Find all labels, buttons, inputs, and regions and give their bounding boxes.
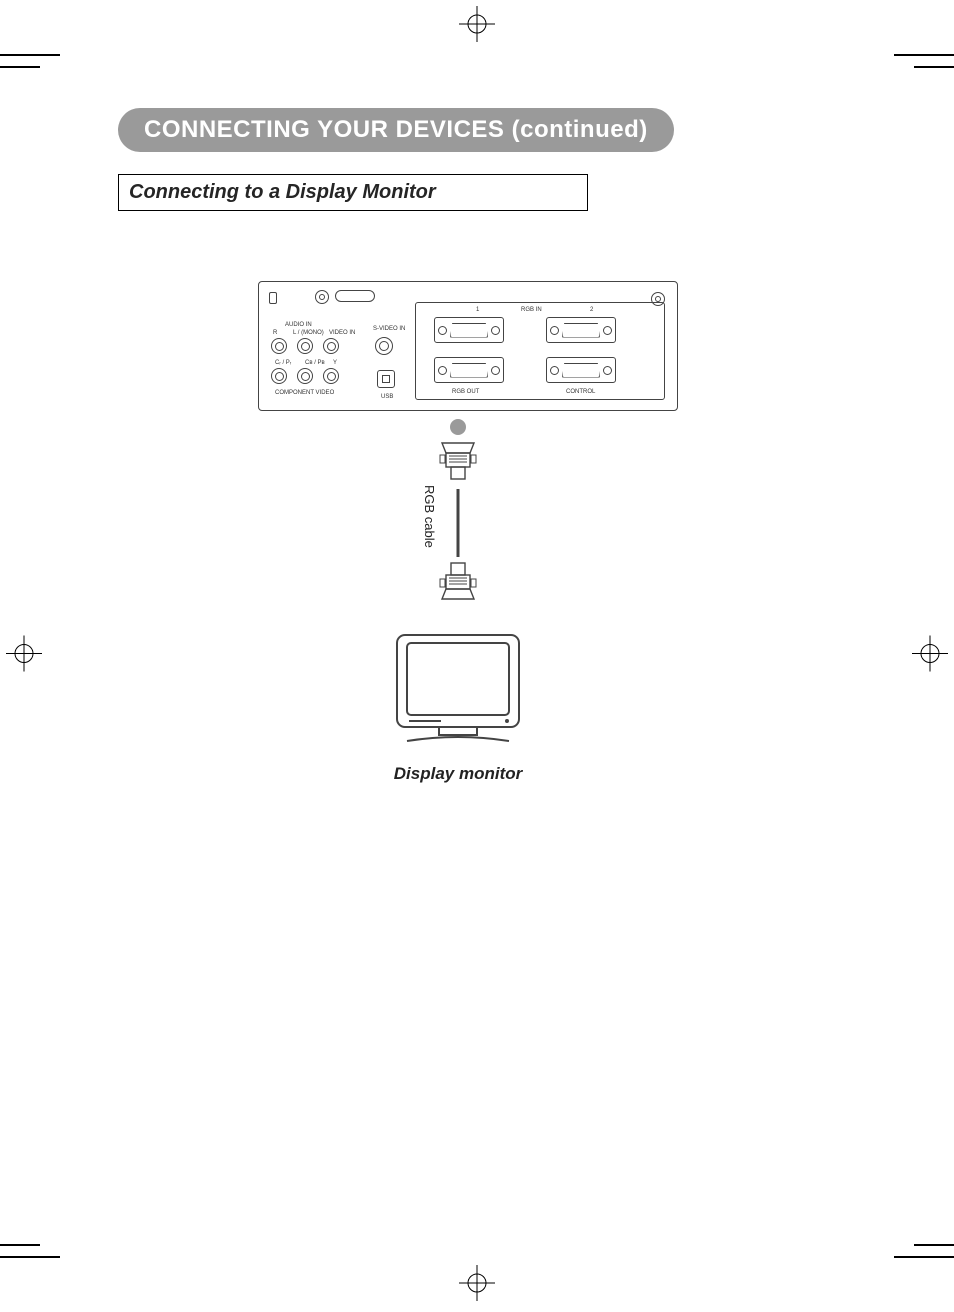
crop-mark-left — [6, 636, 42, 677]
usb-port — [377, 370, 395, 388]
rca-cr — [271, 368, 287, 384]
label-rgb-in-1: 1 — [476, 307, 479, 313]
kensington-lock — [269, 292, 277, 304]
label-cb-pb: Cʙ / Pʙ — [305, 360, 325, 366]
label-usb: USB — [381, 394, 393, 400]
corner-mark-tl — [0, 42, 60, 102]
cable-origin-dot — [450, 419, 466, 435]
port-control — [546, 357, 616, 383]
display-monitor-block: Display monitor — [373, 629, 543, 784]
crop-mark-top — [459, 6, 495, 47]
port-rgb-in-2 — [546, 317, 616, 343]
port-rgb-out — [434, 357, 504, 383]
label-rgb-out: RGB OUT — [452, 389, 479, 395]
corner-mark-bl — [0, 1210, 60, 1270]
projector-back-panel: AUDIO IN R L / (MONO) VIDEO IN S-VIDEO I… — [258, 281, 678, 411]
rca-y — [323, 368, 339, 384]
label-cr-pr: Cᵣ / Pᵣ — [275, 360, 291, 366]
label-control: CONTROL — [566, 389, 595, 395]
subsection-title: Connecting to a Display Monitor — [129, 181, 436, 203]
panel-clip — [335, 290, 375, 302]
page-content: CONNECTING YOUR DEVICES (continued) Conn… — [118, 108, 836, 801]
label-component: COMPONENT VIDEO — [275, 390, 334, 396]
label-audio-in: AUDIO IN — [285, 322, 312, 328]
vga-connector-bottom — [436, 559, 480, 608]
port-rgb-in-1 — [434, 317, 504, 343]
label-svideo: S-VIDEO IN — [373, 326, 405, 332]
rgb-cable: RGB cable — [428, 419, 488, 619]
cable-label: RGB cable — [422, 485, 437, 548]
rca-audio-r — [271, 338, 287, 354]
rca-audio-l — [297, 338, 313, 354]
diagram-area: AUDIO IN R L / (MONO) VIDEO IN S-VIDEO I… — [118, 281, 836, 801]
vga-connector-top — [436, 441, 480, 490]
corner-mark-br — [894, 1210, 954, 1270]
label-r: R — [273, 330, 277, 336]
label-y: Y — [333, 360, 337, 366]
svideo-port — [375, 337, 393, 355]
cable-wire — [457, 489, 460, 557]
crt-monitor-icon — [383, 629, 533, 749]
section-title-banner: CONNECTING YOUR DEVICES (continued) — [118, 108, 674, 152]
monitor-caption: Display monitor — [373, 764, 543, 784]
label-rgb-in-2: 2 — [590, 307, 593, 313]
label-rgb-in: RGB IN — [521, 307, 542, 313]
subsection-box: Connecting to a Display Monitor — [118, 174, 588, 211]
corner-mark-tr — [894, 42, 954, 102]
crop-mark-bottom — [459, 1265, 495, 1306]
label-l-mono: L / (MONO) — [293, 330, 324, 336]
rca-video-in — [323, 338, 339, 354]
crop-mark-right — [912, 636, 948, 677]
panel-screw-left — [315, 290, 329, 304]
label-video-in: VIDEO IN — [329, 330, 355, 336]
rca-cb — [297, 368, 313, 384]
